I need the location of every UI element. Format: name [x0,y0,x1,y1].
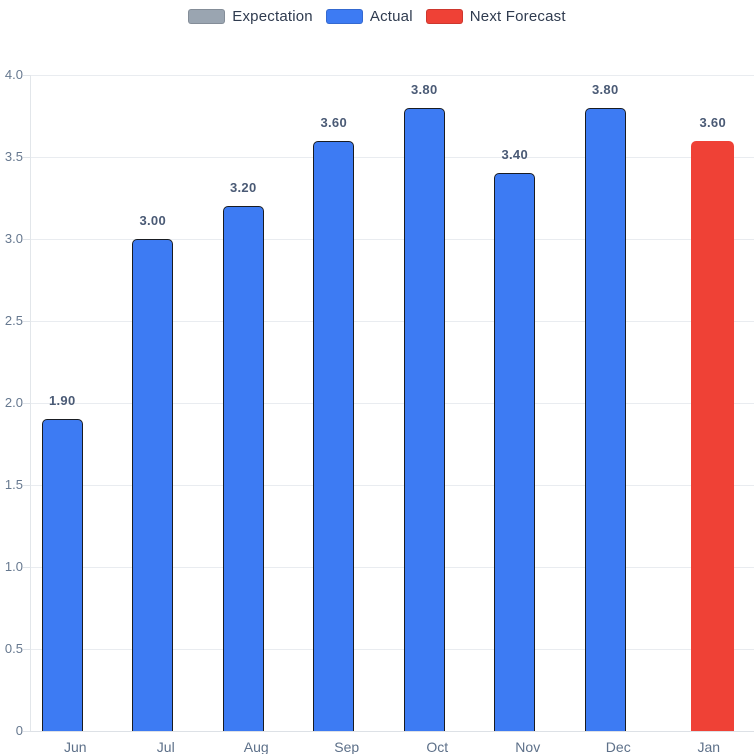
bar-actual-dec[interactable] [584,107,626,731]
bar-next-forecast-jan[interactable] [691,140,735,731]
x-axis-label: Dec [605,739,631,754]
y-axis-line [30,75,31,731]
chart-legend: Expectation Actual Next Forecast [0,8,754,25]
legend-swatch-next-forecast [425,9,463,24]
x-axis-label: Jul [156,739,175,754]
x-axis-label: Nov [515,739,541,754]
bar-value-label: 3.60 [320,114,347,130]
gridline [30,403,754,404]
x-axis-line [30,731,754,732]
gridline [30,567,754,568]
y-axis-tick-label: 0.5 [4,641,23,656]
legend-label-actual: Actual [369,8,413,25]
gridline [30,157,754,158]
y-axis-tick [23,403,30,404]
y-axis-tick-label: 3.0 [4,231,23,246]
bar-actual-sep[interactable] [313,140,355,731]
y-axis-tick-label: 1.5 [4,477,23,492]
bar-value-label: 3.20 [229,180,257,196]
x-axis-label: Sep [334,739,360,754]
y-axis-tick [23,485,30,486]
legend-label-expectation: Expectation [232,8,313,25]
bar-value-label: 3.00 [139,213,166,228]
legend-swatch-expectation [188,9,226,24]
x-axis-label: Jun [63,739,87,754]
bar-value-label: 1.90 [48,393,76,409]
y-axis-tick [23,321,30,322]
legend-label-next-forecast: Next Forecast [469,8,566,25]
x-axis-label: Oct [426,739,449,754]
y-axis-tick-label: 1.0 [4,559,23,574]
bar-value-label: 3.80 [591,81,619,97]
y-axis-tick [23,239,30,240]
y-axis-tick-label: 3.5 [4,149,23,164]
gridline [30,485,754,486]
gridline [30,649,754,650]
legend-item-expectation[interactable]: Expectation [188,8,313,25]
y-axis-tick [23,731,30,732]
bar-actual-nov[interactable] [494,173,536,731]
gridline [30,239,754,240]
gridline [30,75,754,76]
y-axis-tick [23,567,30,568]
y-axis-tick [23,157,30,158]
bar-actual-aug[interactable] [222,206,264,731]
y-axis-tick-label: 0 [15,723,23,738]
bar-value-label: 3.60 [699,114,726,130]
y-axis-tick-label: 2.5 [4,313,23,328]
legend-item-actual[interactable]: Actual [325,8,413,25]
gridline [30,321,754,322]
y-axis-tick-label: 4.0 [4,67,23,82]
y-axis-tick [23,649,30,650]
x-axis-label: Jan [697,739,721,754]
y-axis-tick-label: 2.0 [4,395,23,410]
x-axis-label: Aug [243,739,269,754]
legend-item-next-forecast[interactable]: Next Forecast [425,8,566,25]
bar-actual-jun[interactable] [41,419,83,731]
bar-value-label: 3.80 [410,81,438,97]
legend-swatch-actual [325,9,363,24]
bar-value-label: 3.40 [501,147,528,163]
bar-actual-oct[interactable] [403,107,445,731]
y-axis-tick [23,75,30,76]
bar-actual-jul[interactable] [132,239,174,731]
